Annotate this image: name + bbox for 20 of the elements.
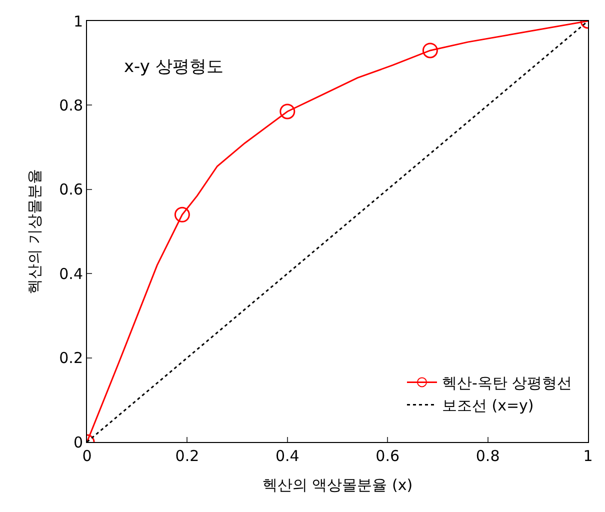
- point: [280, 104, 296, 120]
- legend-label: 헥산-옥탄 상평형선: [442, 374, 572, 392]
- x-tick-label: 0.2: [175, 447, 200, 465]
- annotation: x-y 상평형도: [124, 57, 224, 77]
- line-series: [87, 21, 588, 442]
- x-tick-label: 0.4: [275, 447, 300, 465]
- point: [422, 42, 438, 58]
- y-tick-label: 0.4: [59, 264, 83, 283]
- y-tick-label: 0.6: [59, 180, 83, 199]
- x-tick-label: 1: [583, 447, 593, 465]
- x-tick-label: 0.6: [376, 447, 400, 465]
- legend-label: 보조선 (x=y): [442, 396, 534, 415]
- x-tick-label: 0.8: [476, 447, 500, 465]
- y-tick-label: 0.2: [59, 349, 83, 368]
- y-tick-label: 0.8: [59, 96, 83, 114]
- y-tick-label: 1: [73, 12, 83, 30]
- y-axis-title: 헥산의 기상몰분율: [25, 169, 44, 294]
- point: [174, 206, 190, 222]
- y-tick-label: 0: [73, 433, 83, 452]
- x-axis-title: 헥산의 액상몰분율 (x): [262, 476, 413, 494]
